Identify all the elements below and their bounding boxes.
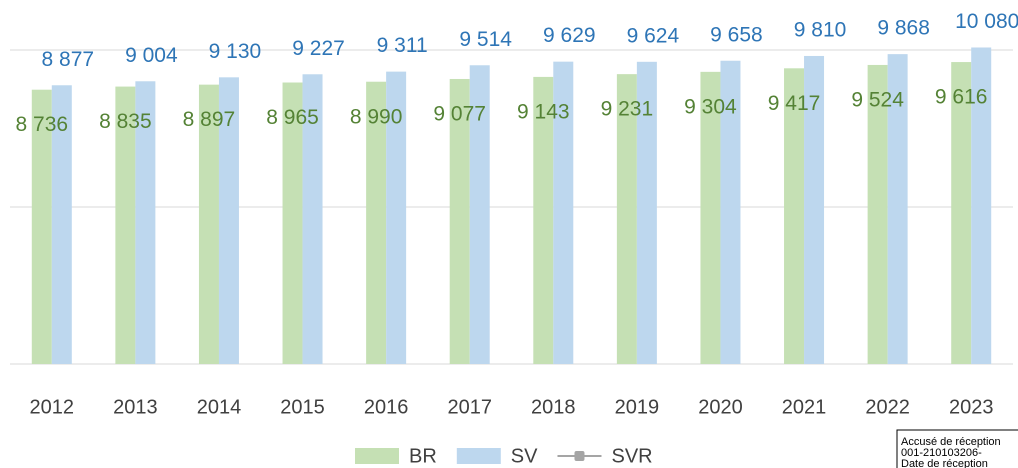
- stamp-text: Accusé de réception: [901, 436, 1001, 448]
- bar: [804, 55, 825, 364]
- bar: [218, 77, 239, 365]
- data-label: 8 877: [42, 48, 95, 71]
- data-label: 9 810: [794, 19, 847, 42]
- bar: [533, 76, 554, 365]
- bar: [198, 84, 219, 364]
- data-label: 9 629: [543, 24, 596, 47]
- bar: [115, 86, 136, 365]
- bar: [951, 62, 972, 365]
- bar: [700, 71, 721, 364]
- legend-label: SVR: [611, 445, 652, 467]
- data-label: 9 616: [935, 86, 988, 109]
- data-label: 8 965: [266, 106, 319, 129]
- x-tick-label: 2016: [364, 396, 409, 418]
- legend-swatch: [456, 448, 501, 464]
- data-label: 9 868: [877, 17, 930, 40]
- legend-swatch: [355, 448, 399, 464]
- data-label: 9 231: [601, 98, 654, 121]
- data-label: 8 736: [16, 113, 69, 136]
- bar: [135, 81, 156, 364]
- bar: [616, 74, 637, 364]
- bar: [784, 68, 805, 364]
- bar: [636, 61, 657, 365]
- data-label: 8 835: [99, 110, 152, 133]
- bar: [553, 61, 574, 364]
- data-label: 9 624: [627, 24, 680, 47]
- bar: [282, 82, 303, 365]
- bar: [887, 54, 908, 364]
- x-tick-label: 2014: [197, 396, 242, 418]
- bar: [31, 89, 52, 364]
- data-label: 9 311: [377, 34, 428, 57]
- data-label: 8 990: [350, 105, 403, 128]
- x-tick-label: 2015: [280, 396, 325, 418]
- data-label: 9 304: [684, 95, 737, 118]
- data-label: 9 514: [459, 28, 512, 51]
- x-tick-label: 2017: [447, 396, 492, 418]
- bar: [971, 47, 992, 364]
- bar: [469, 65, 490, 364]
- stamp-text: 001-210103206-: [901, 447, 982, 459]
- data-label: 9 658: [710, 23, 763, 46]
- x-tick-label: 2013: [113, 396, 158, 418]
- data-label: 9 417: [768, 92, 821, 115]
- data-label: 9 143: [517, 100, 570, 123]
- data-label: 9 524: [851, 88, 904, 111]
- data-label: 10 080: [955, 10, 1018, 33]
- x-tick-label: 2020: [698, 396, 743, 418]
- bar: [302, 74, 323, 364]
- bar: [366, 81, 387, 365]
- x-tick-label: 2018: [531, 396, 576, 418]
- bar: [449, 78, 470, 364]
- data-label: 8 897: [183, 108, 236, 131]
- legend-label: BR: [409, 445, 437, 467]
- x-tick-label: 2019: [615, 396, 660, 418]
- data-label: 9 077: [433, 103, 486, 126]
- bar: [867, 64, 888, 364]
- stamp-text: Date de réception: [901, 458, 988, 468]
- bar: [386, 71, 407, 365]
- data-label: 9 004: [125, 44, 178, 67]
- data-label: 9 227: [292, 37, 345, 60]
- data-label: 9 130: [209, 40, 262, 63]
- stamp-box: [896, 429, 1018, 468]
- x-tick-label: 2012: [30, 396, 75, 418]
- x-tick-label: 2022: [865, 396, 910, 418]
- x-tick-label: 2021: [782, 396, 827, 418]
- bar: [720, 60, 741, 364]
- legend-label: SV: [511, 445, 538, 467]
- x-tick-label: 2023: [949, 396, 994, 418]
- legend-marker: [574, 451, 585, 461]
- bar: [51, 85, 72, 364]
